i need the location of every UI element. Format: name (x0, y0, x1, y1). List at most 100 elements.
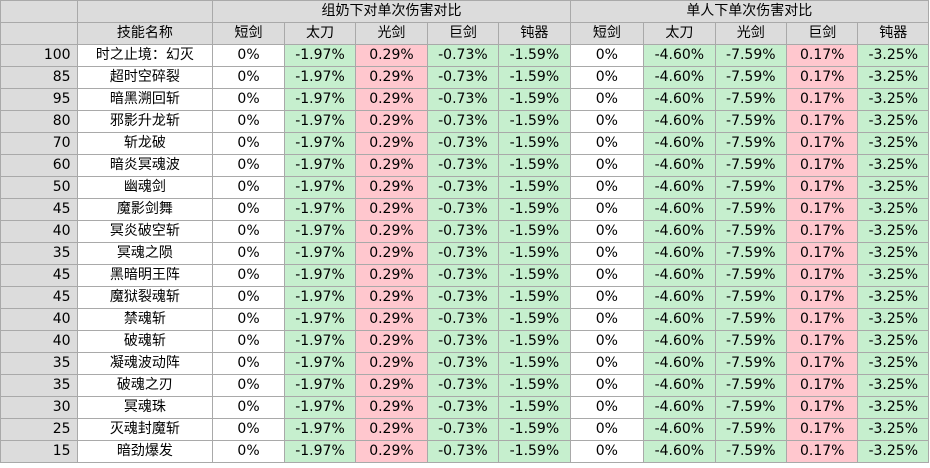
solo-value-cell[interactable]: 0% (569, 330, 645, 353)
group-value-cell[interactable]: 0% (212, 440, 285, 463)
group-value-cell[interactable]: -0.73% (426, 88, 500, 111)
solo-value-cell[interactable]: 0% (569, 264, 645, 287)
group-value-cell[interactable]: 0% (212, 198, 285, 221)
level-cell[interactable]: 60 (0, 154, 78, 177)
group-value-cell[interactable]: -1.97% (283, 110, 357, 133)
group-value-cell[interactable]: 0% (212, 396, 285, 419)
group-value-cell[interactable]: -1.59% (498, 418, 571, 441)
solo-value-cell[interactable]: -4.60% (643, 352, 716, 375)
solo-value-cell[interactable]: -3.25% (857, 66, 929, 89)
solo-value-cell[interactable]: -7.59% (714, 330, 788, 353)
solo-col-header[interactable]: 太刀 (643, 22, 716, 45)
solo-value-cell[interactable]: -4.60% (643, 264, 716, 287)
solo-value-cell[interactable]: -3.25% (857, 264, 929, 287)
solo-value-cell[interactable]: -4.60% (643, 396, 716, 419)
group-value-cell[interactable]: -0.73% (426, 440, 500, 463)
solo-value-cell[interactable]: -3.25% (857, 330, 929, 353)
solo-value-cell[interactable]: 0.17% (786, 286, 859, 309)
solo-value-cell[interactable]: 0% (569, 176, 645, 199)
group-value-cell[interactable]: 0.29% (355, 352, 428, 375)
solo-col-header[interactable]: 光剑 (714, 22, 788, 45)
solo-value-cell[interactable]: -7.59% (714, 352, 788, 375)
group-value-cell[interactable]: -0.73% (426, 374, 500, 397)
group-value-cell[interactable]: -0.73% (426, 242, 500, 265)
solo-value-cell[interactable]: -3.25% (857, 352, 929, 375)
group-value-cell[interactable]: -1.97% (283, 154, 357, 177)
solo-value-cell[interactable]: -4.60% (643, 330, 716, 353)
group-value-cell[interactable]: -0.73% (426, 132, 500, 155)
solo-value-cell[interactable]: -4.60% (643, 198, 716, 221)
solo-value-cell[interactable]: -4.60% (643, 374, 716, 397)
skill-name-cell[interactable]: 冥魂之陨 (76, 242, 214, 265)
level-header-cell[interactable] (0, 22, 78, 45)
skill-name-cell[interactable]: 魔狱裂魂斩 (76, 286, 214, 309)
corner-cell-skill[interactable] (76, 0, 214, 23)
solo-value-cell[interactable]: 0% (569, 286, 645, 309)
group-value-cell[interactable]: 0.29% (355, 88, 428, 111)
group-value-cell[interactable]: 0.29% (355, 374, 428, 397)
skill-name-cell[interactable]: 超时空碎裂 (76, 66, 214, 89)
group-value-cell[interactable]: 0% (212, 308, 285, 331)
group-value-cell[interactable]: -1.59% (498, 242, 571, 265)
solo-value-cell[interactable]: 0% (569, 132, 645, 155)
group-value-cell[interactable]: 0.29% (355, 440, 428, 463)
group-value-cell[interactable]: -0.73% (426, 308, 500, 331)
level-cell[interactable]: 25 (0, 418, 78, 441)
skill-name-cell[interactable]: 幽魂剑 (76, 176, 214, 199)
group-value-cell[interactable]: 0% (212, 154, 285, 177)
group-value-cell[interactable]: -0.73% (426, 110, 500, 133)
level-cell[interactable]: 35 (0, 242, 78, 265)
skill-name-cell[interactable]: 禁魂斩 (76, 308, 214, 331)
solo-value-cell[interactable]: 0% (569, 418, 645, 441)
group-value-cell[interactable]: 0.29% (355, 220, 428, 243)
solo-value-cell[interactable]: -4.60% (643, 440, 716, 463)
group-value-cell[interactable]: -1.59% (498, 176, 571, 199)
solo-value-cell[interactable]: -3.25% (857, 440, 929, 463)
group-value-cell[interactable]: -1.59% (498, 44, 571, 67)
group-value-cell[interactable]: -1.59% (498, 440, 571, 463)
solo-value-cell[interactable]: 0.17% (786, 198, 859, 221)
group-value-cell[interactable]: 0.29% (355, 242, 428, 265)
group-value-cell[interactable]: -1.97% (283, 374, 357, 397)
solo-value-cell[interactable]: -7.59% (714, 198, 788, 221)
group-col-header[interactable]: 巨剑 (426, 22, 500, 45)
group-value-cell[interactable]: 0.29% (355, 330, 428, 353)
solo-value-cell[interactable]: 0% (569, 440, 645, 463)
level-cell[interactable]: 50 (0, 176, 78, 199)
solo-value-cell[interactable]: 0% (569, 352, 645, 375)
solo-value-cell[interactable]: 0.17% (786, 154, 859, 177)
solo-value-cell[interactable]: 0.17% (786, 88, 859, 111)
group-col-header[interactable]: 短剑 (212, 22, 285, 45)
solo-value-cell[interactable]: -7.59% (714, 440, 788, 463)
group-value-cell[interactable]: -1.59% (498, 132, 571, 155)
skill-name-cell[interactable]: 破魂之刃 (76, 374, 214, 397)
group-value-cell[interactable]: 0% (212, 220, 285, 243)
group-right-title[interactable]: 单人下单次伤害对比 (569, 0, 930, 23)
group-value-cell[interactable]: -1.59% (498, 66, 571, 89)
solo-value-cell[interactable]: -4.60% (643, 242, 716, 265)
group-value-cell[interactable]: -0.73% (426, 66, 500, 89)
group-value-cell[interactable]: 0% (212, 176, 285, 199)
skill-name-cell[interactable]: 时之止境：幻灭 (76, 44, 214, 67)
group-value-cell[interactable]: 0% (212, 110, 285, 133)
group-value-cell[interactable]: -1.97% (283, 88, 357, 111)
solo-value-cell[interactable]: -4.60% (643, 176, 716, 199)
group-value-cell[interactable]: -1.97% (283, 352, 357, 375)
level-cell[interactable]: 35 (0, 374, 78, 397)
skill-name-cell[interactable]: 邪影升龙斩 (76, 110, 214, 133)
group-value-cell[interactable]: 0.29% (355, 176, 428, 199)
solo-value-cell[interactable]: -3.25% (857, 308, 929, 331)
solo-value-cell[interactable]: -7.59% (714, 242, 788, 265)
group-value-cell[interactable]: -1.97% (283, 44, 357, 67)
group-value-cell[interactable]: -1.97% (283, 440, 357, 463)
solo-value-cell[interactable]: -7.59% (714, 110, 788, 133)
solo-value-cell[interactable]: -3.25% (857, 396, 929, 419)
skill-name-cell[interactable]: 凝魂波动阵 (76, 352, 214, 375)
solo-value-cell[interactable]: -7.59% (714, 308, 788, 331)
solo-value-cell[interactable]: -7.59% (714, 132, 788, 155)
level-cell[interactable]: 45 (0, 286, 78, 309)
group-value-cell[interactable]: -0.73% (426, 418, 500, 441)
solo-value-cell[interactable]: 0.17% (786, 374, 859, 397)
group-value-cell[interactable]: 0.29% (355, 308, 428, 331)
solo-value-cell[interactable]: 0% (569, 88, 645, 111)
